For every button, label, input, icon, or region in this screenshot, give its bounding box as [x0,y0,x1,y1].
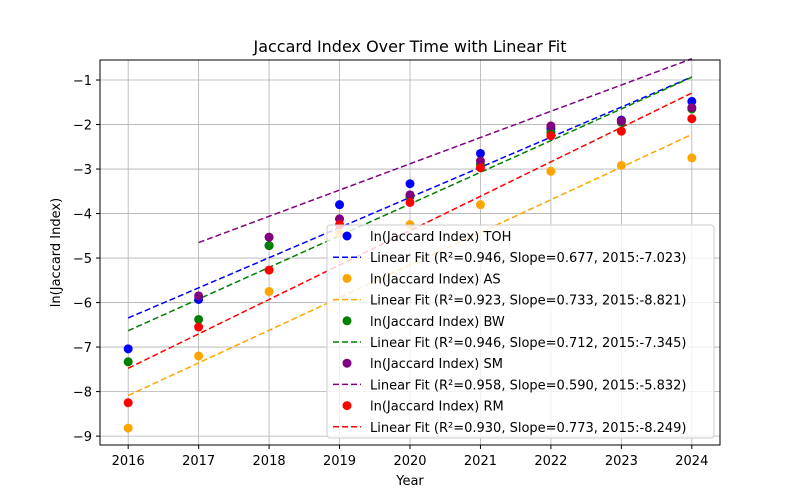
data-point [194,291,204,301]
legend-marker [342,316,352,326]
data-point [475,200,485,210]
legend-marker [342,273,352,283]
data-point [123,344,133,354]
data-point [194,351,204,361]
fit-line-3 [198,58,693,244]
data-point [123,423,133,433]
legend-label: ln(Jaccard Index) SM [370,357,503,372]
y-tick-label: −5 [73,252,92,267]
data-point [475,148,485,158]
data-point [546,166,556,176]
data-point [405,179,415,189]
data-point [616,126,626,136]
data-point [546,121,556,131]
legend-label: ln(Jaccard Index) RM [370,400,504,415]
x-tick-label: 2023 [605,454,638,469]
data-point [123,398,133,408]
legend-label: Linear Fit (R²=0.958, Slope=0.590, 2015:… [370,378,686,393]
y-tick-label: −8 [73,386,92,401]
data-point [335,200,345,210]
data-point [264,286,274,296]
x-axis-label: Year [395,474,424,489]
x-tick-label: 2018 [253,454,286,469]
data-point [264,232,274,242]
legend-marker [342,231,352,241]
x-tick-label: 2016 [112,454,145,469]
y-tick-label: −9 [73,430,92,445]
x-tick-label: 2024 [675,454,708,469]
x-tick-label: 2022 [534,454,567,469]
y-tick-label: −4 [73,208,92,223]
data-point [616,116,626,126]
y-tick-label: −3 [73,163,92,178]
data-point [264,241,274,251]
legend-marker [342,401,352,411]
data-point [475,156,485,166]
data-point [264,265,274,275]
x-axis-ticks: 2016 2017 2018 2019 2020 2021 2022 2023 2024 [112,445,708,469]
data-point [687,96,697,106]
data-point [405,197,415,207]
y-tick-label: −7 [73,341,92,356]
legend-label: Linear Fit (R²=0.923, Slope=0.733, 2015:… [370,294,686,309]
legend-label: ln(Jaccard Index) AS [370,272,501,287]
legend-label: ln(Jaccard Index) TOH [370,230,511,245]
legend: ln(Jaccard Index) TOH Linear Fit (R²=0.94… [326,224,715,439]
y-tick-label: −6 [73,297,92,312]
x-tick-label: 2017 [182,454,215,469]
y-tick-label: −2 [73,119,92,134]
data-point [194,322,204,332]
y-axis-ticks: −9 −8 −7 −6 −5 −4 −3 −2 −1 [73,74,100,445]
legend-label: ln(Jaccard Index) BW [370,315,505,330]
data-point [687,114,697,124]
legend-label: Linear Fit (R²=0.946, Slope=0.677, 2015:… [370,251,686,266]
y-axis-label: ln(Jaccard Index) [49,198,64,307]
data-point [194,314,204,324]
data-point [616,160,626,170]
x-tick-label: 2021 [464,454,497,469]
data-point [123,357,133,367]
legend-label: Linear Fit (R²=0.930, Slope=0.773, 2015:… [370,421,686,436]
data-point [687,103,697,113]
x-tick-label: 2019 [323,454,356,469]
legend-label: Linear Fit (R²=0.946, Slope=0.712, 2015:… [370,336,686,351]
legend-box [326,224,715,439]
chart-title: Jaccard Index Over Time with Linear Fit [252,37,566,56]
data-point [405,190,415,200]
data-point [546,131,556,141]
legend-marker [342,358,352,368]
y-tick-label: −1 [73,74,92,89]
x-tick-label: 2020 [393,454,426,469]
data-point [475,163,485,173]
fit-line-4 [127,92,693,369]
data-point [687,153,697,163]
